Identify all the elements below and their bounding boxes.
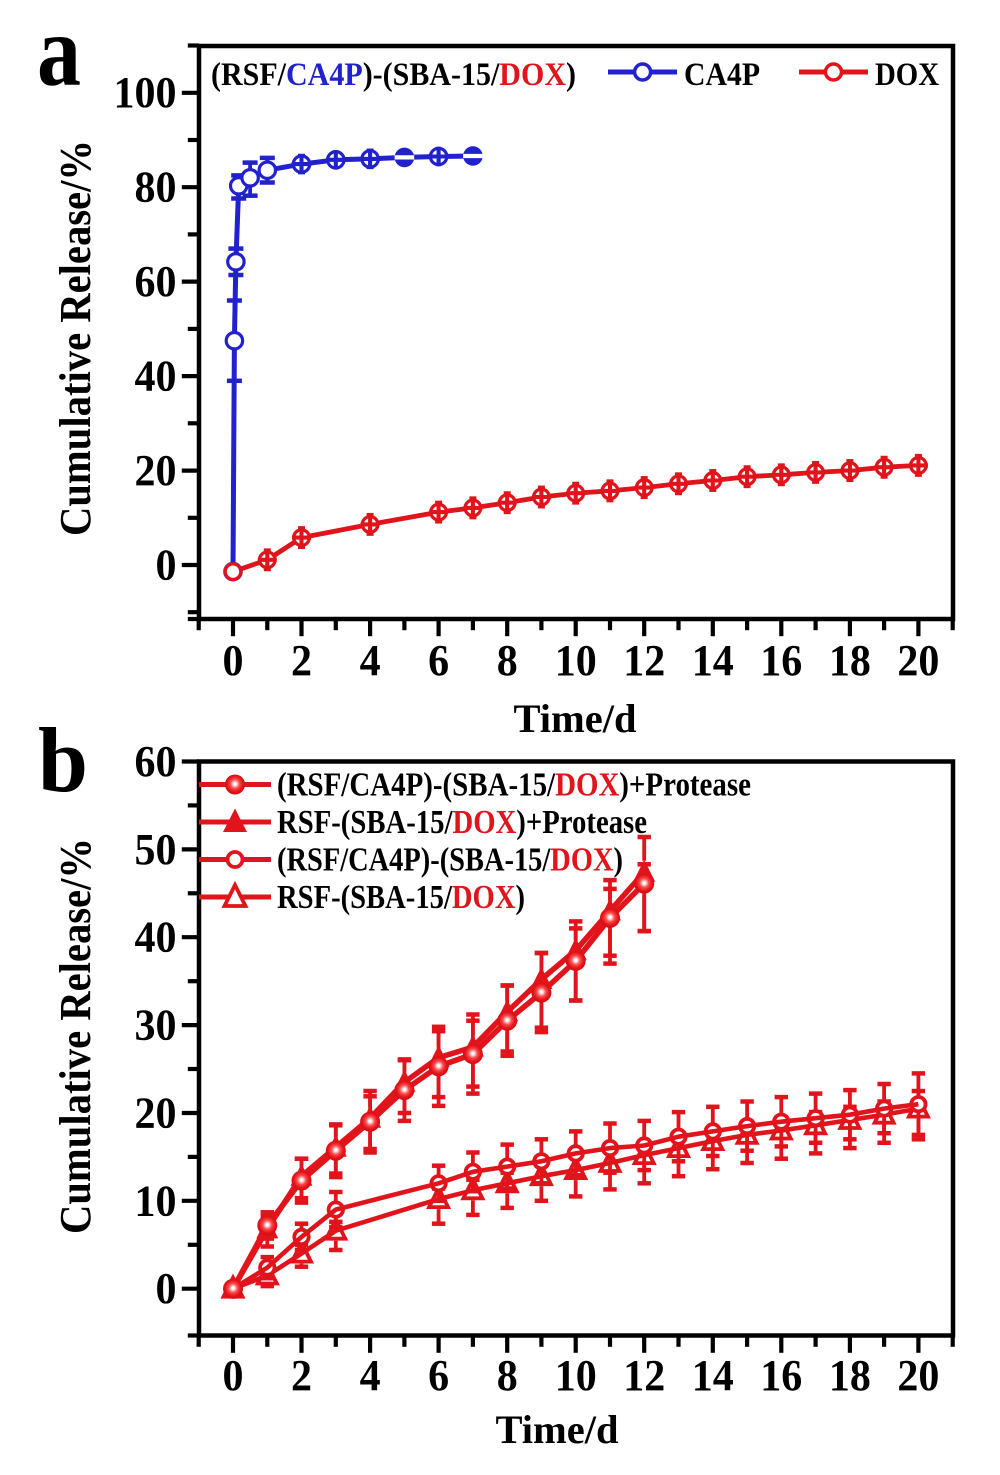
svg-text:18: 18 <box>829 1351 871 1400</box>
svg-text:b: b <box>38 709 88 811</box>
svg-text:DOX: DOX <box>499 57 566 93</box>
svg-text:0: 0 <box>156 541 177 590</box>
svg-text:12: 12 <box>623 1351 665 1400</box>
svg-text:0: 0 <box>223 1351 244 1400</box>
svg-text:)-(SBA-15/: )-(SBA-15/ <box>363 57 500 93</box>
svg-text:DOX: DOX <box>555 767 620 804</box>
svg-text:14: 14 <box>692 636 734 685</box>
svg-text:8: 8 <box>497 636 518 685</box>
svg-text:DOX: DOX <box>875 57 939 93</box>
svg-text:Time/d: Time/d <box>496 1407 619 1452</box>
svg-text:DOX: DOX <box>452 879 516 916</box>
svg-text:4: 4 <box>360 636 381 685</box>
svg-text:30: 30 <box>135 1001 177 1050</box>
svg-text:0: 0 <box>223 636 244 685</box>
svg-text:16: 16 <box>760 636 802 685</box>
svg-text:6: 6 <box>428 1351 449 1400</box>
svg-text:60: 60 <box>135 737 177 786</box>
svg-text:RSF-(SBA-15/: RSF-(SBA-15/ <box>277 804 453 841</box>
svg-text:(RSF/CA4P)-(SBA-15/: (RSF/CA4P)-(SBA-15/ <box>277 842 551 879</box>
svg-text:): ) <box>566 57 576 93</box>
svg-text:20: 20 <box>135 1089 177 1138</box>
svg-text:20: 20 <box>897 636 939 685</box>
svg-text:60: 60 <box>135 257 177 306</box>
svg-text:)+Protease: )+Protease <box>619 767 751 804</box>
svg-text:CA4P: CA4P <box>684 57 760 93</box>
svg-text:80: 80 <box>135 163 177 212</box>
svg-text:40: 40 <box>135 913 177 962</box>
svg-text:DOX: DOX <box>550 842 614 879</box>
svg-text:10: 10 <box>555 636 597 685</box>
svg-text:2: 2 <box>291 636 312 685</box>
svg-text:10: 10 <box>135 1176 177 1225</box>
svg-text:4: 4 <box>360 1351 381 1400</box>
svg-text:Cumulative Release/%: Cumulative Release/% <box>51 838 100 1234</box>
svg-text:): ) <box>516 879 526 916</box>
svg-text:50: 50 <box>135 825 177 874</box>
svg-text:18: 18 <box>829 636 871 685</box>
svg-text:RSF-(SBA-15/: RSF-(SBA-15/ <box>277 879 452 916</box>
svg-text:2: 2 <box>291 1351 312 1400</box>
svg-text:20: 20 <box>135 446 177 495</box>
svg-text:Cumulative Release/%: Cumulative Release/% <box>51 140 100 536</box>
svg-text:10: 10 <box>555 1351 597 1400</box>
svg-text:14: 14 <box>692 1351 734 1400</box>
svg-text:40: 40 <box>135 352 177 401</box>
svg-text:(RSF/CA4P)-(SBA-15/: (RSF/CA4P)-(SBA-15/ <box>277 767 556 804</box>
svg-text:a: a <box>37 0 81 108</box>
svg-text:6: 6 <box>428 636 449 685</box>
svg-text:Time/d: Time/d <box>514 696 637 741</box>
svg-text:): ) <box>614 842 624 879</box>
svg-text:(RSF/: (RSF/ <box>211 57 287 93</box>
svg-text:CA4P: CA4P <box>286 57 363 93</box>
svg-text:16: 16 <box>760 1351 802 1400</box>
svg-text:DOX: DOX <box>453 804 517 841</box>
svg-text:20: 20 <box>897 1351 939 1400</box>
svg-text:12: 12 <box>623 636 665 685</box>
svg-text:8: 8 <box>497 1351 518 1400</box>
svg-text:)+Protease: )+Protease <box>516 804 647 841</box>
svg-text:0: 0 <box>156 1264 177 1313</box>
svg-text:100: 100 <box>114 68 177 117</box>
